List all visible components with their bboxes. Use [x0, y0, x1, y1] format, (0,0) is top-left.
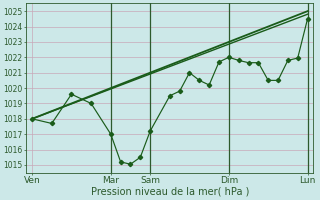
X-axis label: Pression niveau de la mer( hPa ): Pression niveau de la mer( hPa ): [91, 187, 249, 197]
